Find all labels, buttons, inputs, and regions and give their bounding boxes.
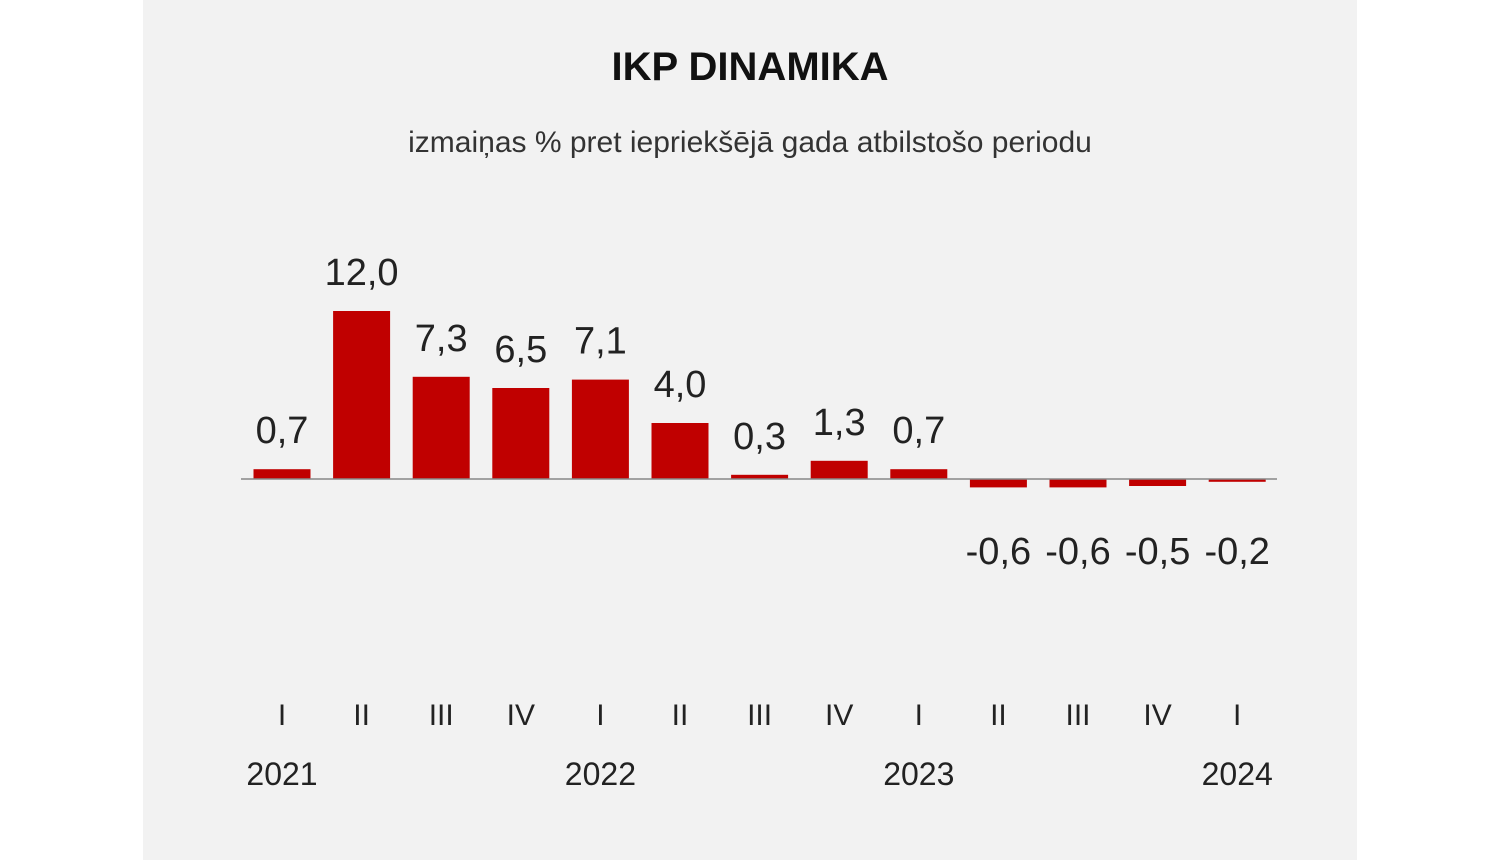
quarter-tick-label: III — [1065, 699, 1090, 732]
bar — [1208, 479, 1266, 482]
bar — [333, 311, 391, 479]
bar — [1049, 479, 1107, 488]
bars-group — [253, 311, 1266, 488]
bar-value-label: 0,7 — [892, 410, 945, 452]
bar-value-label: -0,2 — [1204, 531, 1269, 573]
bar — [571, 379, 629, 479]
quarter-tick-label: II — [672, 699, 689, 732]
quarter-tick-label: III — [747, 699, 772, 732]
year-label: 2022 — [565, 756, 636, 792]
bar-value-label: 4,0 — [654, 364, 707, 406]
year-label: 2021 — [246, 756, 317, 792]
bar — [412, 376, 470, 479]
bar-value-label: 0,7 — [256, 410, 309, 452]
quarter-tick-label: I — [915, 699, 923, 732]
year-label: 2024 — [1202, 756, 1273, 792]
year-labels-group: 2021 2022 2023 2024 — [246, 756, 1272, 792]
bar-value-label: 7,1 — [574, 321, 627, 363]
quarter-tick-label: III — [429, 699, 454, 732]
bar-value-label: 12,0 — [325, 252, 399, 294]
bar-value-label: 6,5 — [494, 329, 547, 371]
chart-title: IKP DINAMIKA — [611, 45, 888, 89]
quarter-tick-label: I — [1233, 699, 1241, 732]
bar — [1129, 479, 1187, 486]
bar — [253, 469, 311, 479]
quarter-tick-label: IV — [825, 699, 853, 732]
value-labels-group: 0,7 12,0 7,3 6,5 7,1 4,0 0,3 1,3 0,7 -0,6 -0,6 -0,5… — [256, 252, 1270, 573]
bar-value-label: -0,6 — [966, 531, 1031, 573]
bar-value-label: 7,3 — [415, 318, 468, 360]
quarter-tick-label: IV — [1143, 699, 1171, 732]
bar-value-label: 0,3 — [733, 416, 786, 458]
bar-value-label: -0,5 — [1125, 531, 1190, 573]
quarter-tick-label: I — [278, 699, 286, 732]
bar — [810, 460, 868, 479]
bar — [890, 469, 948, 479]
bar-value-label: -0,6 — [1045, 531, 1110, 573]
quarter-tick-label: IV — [507, 699, 535, 732]
quarter-tick-label: II — [990, 699, 1007, 732]
quarter-tick-label: I — [596, 699, 604, 732]
chart-subtitle: izmaiņas % pret iepriekšējā gada atbilst… — [408, 126, 1092, 159]
year-label: 2023 — [883, 756, 954, 792]
quarter-tick-label: II — [353, 699, 370, 732]
bar — [969, 479, 1027, 488]
quarter-labels-group: I II III IV I II III IV I II III IV I — [278, 699, 1242, 732]
bar-value-label: 1,3 — [813, 402, 866, 444]
bar — [492, 388, 550, 479]
bar — [651, 423, 709, 479]
bar — [731, 474, 789, 479]
